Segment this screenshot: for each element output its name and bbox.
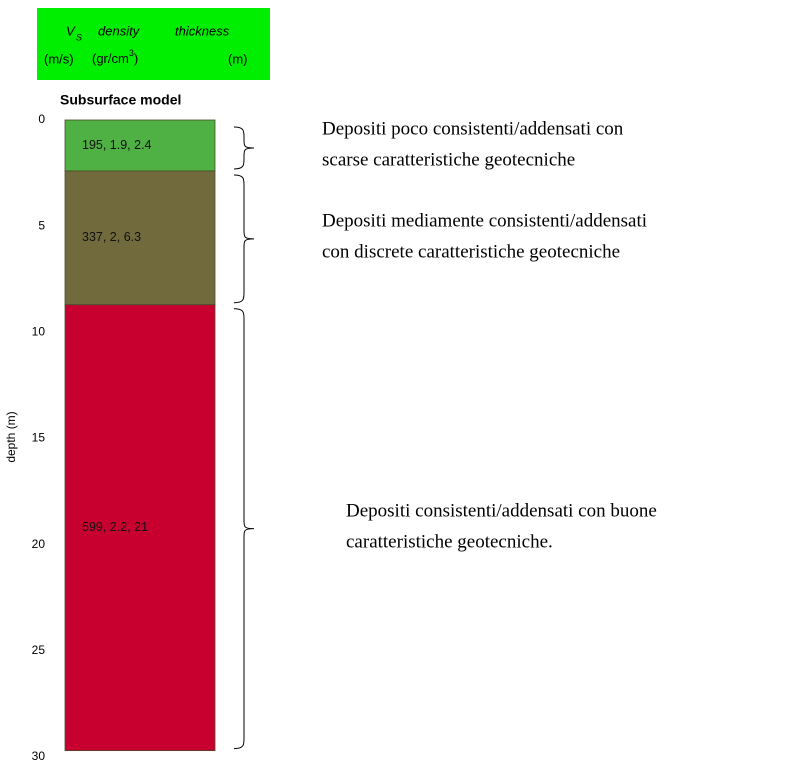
header-thickness: thickness: [175, 23, 230, 38]
y-axis-label: depth (m): [4, 411, 18, 462]
y-tick-label: 20: [32, 537, 46, 551]
layer-label: 195, 1.9, 2.4: [82, 138, 152, 152]
layer-label: 337, 2, 6.3: [82, 230, 141, 244]
y-tick-label: 15: [32, 431, 46, 445]
header-vs-unit: (m/s): [44, 51, 74, 66]
header-vs: V: [66, 23, 76, 38]
header-density: density: [98, 23, 141, 38]
y-tick-label: 30: [32, 749, 46, 763]
annotation: Depositi mediamente consistenti/addensat…: [322, 211, 647, 232]
annotation: scarse caratteristiche geotecniche: [322, 149, 575, 170]
chart-title: Subsurface model: [60, 92, 181, 108]
header-box: [37, 8, 270, 80]
layer: [64, 119, 216, 172]
annotation: Depositi poco consistenti/addensati con: [322, 118, 624, 139]
layer: [64, 304, 216, 752]
y-tick-label: 5: [38, 218, 45, 232]
brace: [233, 126, 255, 170]
y-tick-label: 0: [38, 112, 45, 126]
layer-label: 599, 2.2, 21: [82, 520, 148, 534]
annotation: Depositi consistenti/addensati con buone: [346, 501, 657, 522]
brace: [233, 308, 255, 750]
y-tick-label: 25: [32, 643, 46, 657]
header-density-unit: (gr/cm3): [92, 48, 138, 66]
y-tick-label: 10: [32, 325, 46, 339]
annotation: caratteristiche geotecniche.: [346, 532, 553, 553]
annotation: con discrete caratteristiche geotecniche: [322, 242, 620, 263]
header-vs-sub: S: [76, 32, 82, 42]
brace: [233, 174, 255, 304]
layer: [64, 170, 216, 306]
header-thickness-unit: (m): [228, 51, 248, 66]
